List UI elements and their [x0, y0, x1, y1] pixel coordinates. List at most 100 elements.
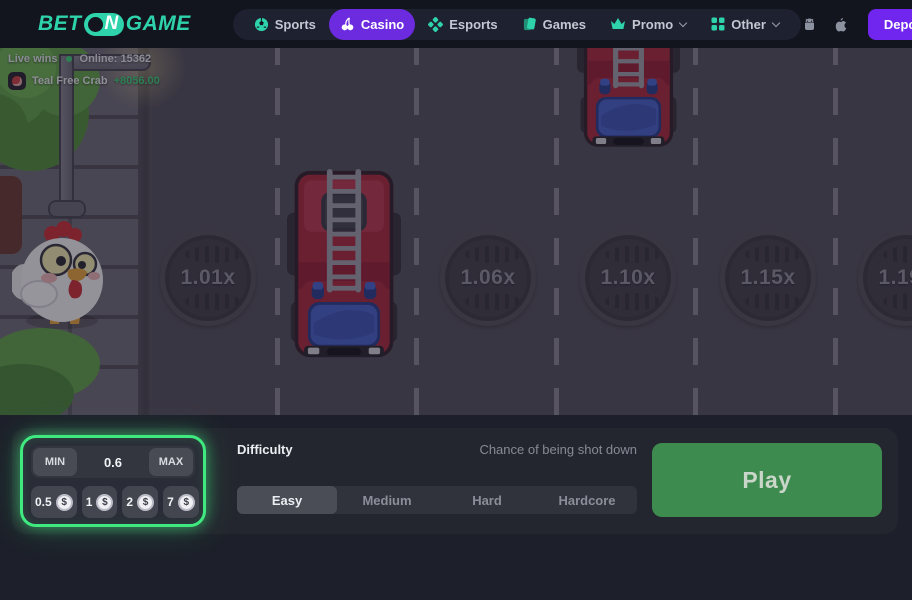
main-menu: Sports Casino Esports Games Promo [232, 8, 801, 40]
menu-label: Games [542, 16, 587, 32]
menu-item-other[interactable]: Other [700, 9, 791, 40]
chip-amount: 1 [85, 495, 93, 509]
manhole-grate [745, 246, 801, 263]
difficulty-tabs: Easy Medium Hard Hardcore [237, 486, 637, 514]
live-wins-overlay: Live wins Online: 15362 Teal Free Crab +… [8, 53, 160, 90]
multiplier-manhole: 1.06x [440, 230, 536, 326]
menu-item-esports[interactable]: Esports [417, 9, 508, 40]
win-amount: +8056.00 [113, 75, 160, 87]
menu-item-games[interactable]: Games [511, 9, 597, 40]
manhole-grate [605, 293, 661, 310]
menu-label: Promo [632, 16, 674, 32]
logo-o-pill: N [83, 12, 124, 36]
coin-icon: $ [177, 493, 195, 511]
chip-amount: 2 [126, 495, 134, 509]
play-button[interactable]: Play [652, 443, 882, 517]
android-icon[interactable] [801, 16, 818, 33]
controls-panel: MIN MAX 0.5 $ 1 $ 2 $ 7 $ [12, 428, 898, 534]
navbar-right: Deposit 125 USD [801, 8, 912, 40]
multiplier-value: 1.06x [460, 266, 516, 289]
chicken-character [12, 221, 103, 329]
lane-divider [275, 48, 280, 415]
logo-game: GAME [125, 12, 191, 35]
winner-name: Teal Free Crab [32, 75, 108, 87]
lamp-base [48, 200, 86, 218]
chevron-down-icon [772, 18, 780, 26]
difficulty-section: Difficulty Chance of being shot down Eas… [237, 442, 637, 514]
live-wins-title: Live wins [8, 53, 58, 65]
manhole-grate [745, 293, 801, 310]
min-bet-button[interactable]: MIN [33, 448, 77, 476]
lane-divider [833, 48, 838, 415]
manhole-grate [185, 293, 241, 310]
menu-label: Esports [449, 16, 498, 32]
fire-truck [287, 168, 401, 360]
quick-bet-chip[interactable]: 1 $ [81, 486, 118, 518]
lane-divider [414, 48, 419, 415]
chip-amount: 0.5 [35, 495, 52, 509]
quick-bet-chip[interactable]: 0.5 $ [31, 486, 77, 518]
manhole-grate [883, 246, 912, 263]
site-logo[interactable]: BET N GAME [38, 12, 191, 36]
lane-divider [693, 48, 698, 415]
bet-amount-box: MIN MAX 0.5 $ 1 $ 2 $ 7 $ [20, 435, 206, 527]
logo-o-dot [87, 16, 103, 32]
chip-amount: 7 [167, 495, 174, 509]
multiplier-manhole: 1.19x [858, 230, 912, 326]
lane-divider [554, 48, 559, 415]
logo-n: N [104, 13, 119, 34]
coin-icon: $ [137, 493, 155, 511]
fire-truck [577, 48, 680, 149]
difficulty-tab-medium[interactable]: Medium [337, 486, 437, 514]
cherries-icon [340, 16, 355, 32]
crown-icon [610, 17, 626, 31]
bet-amount-input[interactable] [79, 454, 147, 470]
manhole-grate [465, 246, 521, 263]
multiplier-manhole: 1.01x [160, 230, 256, 326]
difficulty-label: Difficulty [237, 442, 293, 457]
multiplier-value: 1.19x [878, 266, 912, 289]
quick-bet-chip[interactable]: 7 $ [163, 486, 199, 518]
multiplier-value: 1.01x [180, 266, 236, 289]
logo-bet: BET [38, 12, 82, 35]
manhole-grate [185, 246, 241, 263]
difficulty-tab-easy[interactable]: Easy [237, 486, 337, 514]
multiplier-manhole: 1.15x [720, 230, 816, 326]
multiplier-manhole: 1.10x [580, 230, 676, 326]
quick-bet-chip[interactable]: 2 $ [122, 486, 159, 518]
online-count: Online: 15362 [79, 53, 152, 65]
multiplier-value: 1.15x [740, 266, 796, 289]
menu-label: Casino [360, 16, 405, 32]
game-canvas: 1.01x 1.06x 1.10x 1.15x 1.19x [0, 48, 912, 415]
menu-item-casino[interactable]: Casino [328, 8, 416, 40]
app-links [801, 16, 848, 33]
cards-icon [522, 17, 537, 32]
apple-icon[interactable] [832, 16, 848, 33]
win-notification: Teal Free Crab +8056.00 [8, 72, 160, 90]
top-navbar: BET N GAME Sports Casino Esports [0, 0, 912, 48]
difficulty-tab-hard[interactable]: Hard [437, 486, 537, 514]
online-dot [65, 56, 72, 62]
manhole-grate [605, 246, 661, 263]
bet-row: MIN MAX [31, 446, 195, 478]
tree-trunk [0, 176, 22, 254]
soccer-icon [254, 17, 269, 32]
chevron-down-icon [679, 18, 687, 26]
curb [138, 48, 152, 415]
avatar [8, 72, 26, 90]
menu-label: Sports [274, 16, 316, 32]
manhole-grate [465, 293, 521, 310]
coin-icon: $ [55, 493, 73, 511]
coin-icon: $ [96, 493, 114, 511]
multiplier-value: 1.10x [600, 266, 656, 289]
menu-item-promo[interactable]: Promo [599, 9, 698, 40]
bush [0, 328, 100, 415]
deposit-button[interactable]: Deposit [867, 8, 912, 40]
quick-bet-chips: 0.5 $ 1 $ 2 $ 7 $ [31, 486, 199, 518]
grid-icon [711, 17, 725, 31]
menu-label: Other [731, 16, 766, 32]
difficulty-tab-hardcore[interactable]: Hardcore [537, 486, 637, 514]
bottom-bar: MIN MAX 0.5 $ 1 $ 2 $ 7 $ [0, 415, 912, 600]
menu-item-sports[interactable]: Sports [243, 9, 327, 40]
max-bet-button[interactable]: MAX [149, 448, 193, 476]
